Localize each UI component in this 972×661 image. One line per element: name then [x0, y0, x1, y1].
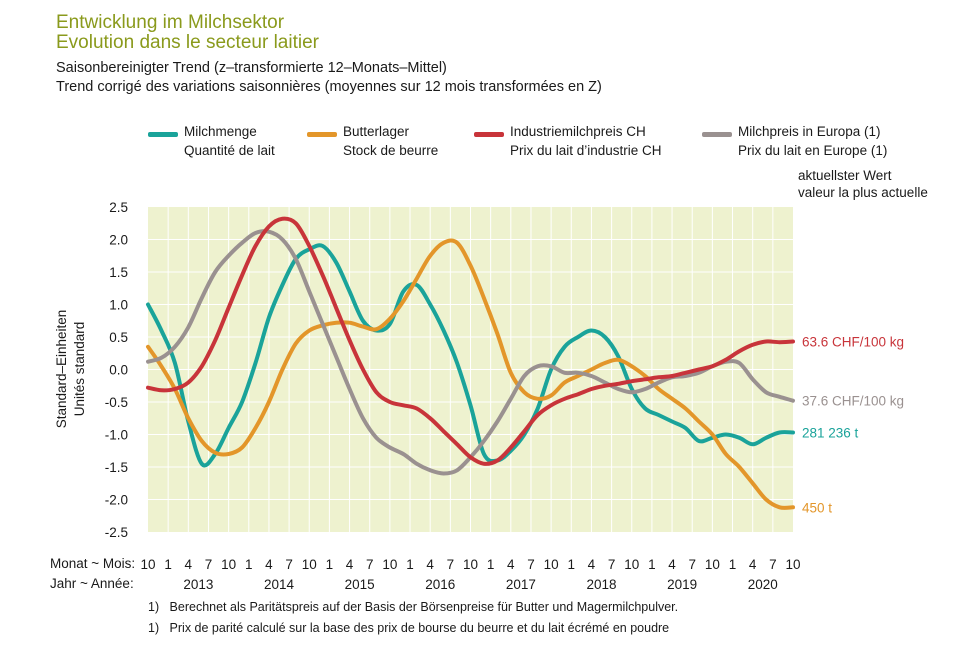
- x-month-tick-label: 4: [346, 557, 354, 572]
- chart-title-fr: Evolution dans le secteur laitier: [56, 32, 319, 53]
- x-year-label: 2015: [345, 577, 375, 592]
- y-tick-label: 2.0: [109, 233, 128, 248]
- x-month-tick-label: 1: [326, 557, 334, 572]
- chart-title-de: Entwicklung im Milchsektor: [56, 12, 285, 33]
- series-line-butter: [146, 238, 795, 510]
- x-month-tick-label: 1: [245, 557, 253, 572]
- footnote-fr: 1) Prix de parité calculé sur la base de…: [148, 621, 669, 635]
- legend-label-milk-fr: Quantité de lait: [184, 143, 275, 158]
- x-month-tick-label: 7: [688, 557, 696, 572]
- x-month-tick-label: 4: [588, 557, 596, 572]
- x-month-tick-label: 1: [487, 557, 495, 572]
- legend-swatch-milk: [148, 132, 178, 137]
- x-month-tick-label: 1: [568, 557, 576, 572]
- legend-label-industry-fr: Prix du lait d’industrie CH: [510, 143, 662, 158]
- y-tick-label: -1.0: [105, 428, 128, 443]
- latest-value-header-de: aktuellster Wert: [798, 168, 892, 183]
- x-year-label: 2016: [425, 577, 455, 592]
- x-month-tick-label: 1: [406, 557, 414, 572]
- x-month-tick-label: 1: [729, 557, 737, 572]
- chart-subtitle-fr: Trend corrigé des variations saisonnière…: [56, 79, 602, 95]
- x-month-tick-label: 4: [185, 557, 193, 572]
- x-month-tick-label: 4: [749, 557, 757, 572]
- y-tick-label: 2.5: [109, 200, 128, 215]
- latest-value-label-europe: 37.6 CHF/100 kg: [802, 394, 904, 409]
- legend-label-milk-de: Milchmenge: [184, 124, 257, 139]
- x-month-tick-label: 7: [769, 557, 777, 572]
- chart-subtitle-de: Saisonbereinigter Trend (z–transformiert…: [56, 60, 447, 76]
- x-month-tick-label: 7: [608, 557, 616, 572]
- x-month-tick-label: 10: [785, 557, 800, 572]
- x-month-tick-label: 10: [544, 557, 559, 572]
- x-month-tick-label: 4: [426, 557, 434, 572]
- x-month-tick-label: 7: [205, 557, 213, 572]
- footnote-de: 1) Berechnet als Paritätspreis auf der B…: [148, 600, 678, 614]
- y-axis-label-de: Standard–Einheiten: [54, 310, 69, 429]
- x-month-tick-label: 1: [164, 557, 172, 572]
- year-row-label: Jahr ~ Année:: [50, 576, 134, 591]
- x-month-tick-label: 10: [705, 557, 720, 572]
- series-line-milk: [146, 243, 795, 468]
- footnote-text-de: Berechnet als Paritätspreis auf der Basi…: [169, 600, 679, 614]
- y-tick-label: 0.0: [109, 363, 128, 378]
- x-year-label: 2013: [183, 577, 213, 592]
- legend-swatch-europe: [702, 132, 732, 137]
- legend-swatch-industry: [474, 132, 504, 137]
- y-tick-label: -0.5: [105, 395, 128, 410]
- x-month-tick-label: 1: [648, 557, 656, 572]
- x-year-label: 2020: [748, 577, 778, 592]
- legend-label-butter-fr: Stock de beurre: [343, 143, 439, 158]
- x-month-tick-label: 7: [366, 557, 374, 572]
- x-year-label: 2017: [506, 577, 536, 592]
- footnote-marker-fr: 1): [148, 621, 160, 635]
- legend-label-europe-de: Milchpreis in Europa (1): [738, 124, 881, 139]
- x-month-tick-label: 10: [302, 557, 317, 572]
- x-month-tick-label: 4: [265, 557, 273, 572]
- y-tick-label: -2.0: [105, 493, 128, 508]
- x-month-tick-label: 7: [285, 557, 293, 572]
- legend-label-europe-fr: Prix du lait en Europe (1): [738, 143, 888, 158]
- footnote-text-fr: Prix de parité calculé sur la base des p…: [169, 621, 670, 635]
- x-month-tick-label: 10: [221, 557, 236, 572]
- x-month-tick-label: 10: [140, 557, 155, 572]
- x-month-tick-label: 10: [382, 557, 397, 572]
- y-tick-label: 1.5: [109, 265, 128, 280]
- y-tick-label: -2.5: [105, 525, 128, 540]
- y-axis-label-fr: Unités standard: [72, 322, 87, 417]
- x-year-label: 2018: [586, 577, 616, 592]
- latest-value-label-industry: 63.6 CHF/100 kg: [802, 335, 904, 350]
- x-month-tick-label: 4: [668, 557, 676, 572]
- x-year-label: 2019: [667, 577, 697, 592]
- x-month-tick-label: 10: [624, 557, 639, 572]
- latest-value-label-milk: 281 236 t: [802, 426, 859, 441]
- month-row-label: Monat ~ Mois:: [50, 556, 136, 571]
- x-month-tick-label: 10: [463, 557, 478, 572]
- y-tick-label: 1.0: [109, 298, 128, 313]
- footnote-marker-de: 1): [148, 600, 160, 614]
- x-month-tick-label: 7: [527, 557, 535, 572]
- legend-swatch-butter: [307, 132, 337, 137]
- latest-value-label-butter: 450 t: [802, 500, 832, 515]
- y-tick-label: -1.5: [105, 460, 128, 475]
- x-month-tick-label: 4: [507, 557, 515, 572]
- legend-label-butter-de: Butterlager: [343, 124, 410, 139]
- series-line-industry: [146, 216, 795, 466]
- latest-value-header-fr: valeur la plus actuelle: [798, 185, 928, 200]
- x-month-tick-label: 7: [447, 557, 455, 572]
- x-year-label: 2014: [264, 577, 295, 592]
- legend-label-industry-de: Industriemilchpreis CH: [510, 124, 646, 139]
- y-tick-label: 0.5: [109, 330, 128, 345]
